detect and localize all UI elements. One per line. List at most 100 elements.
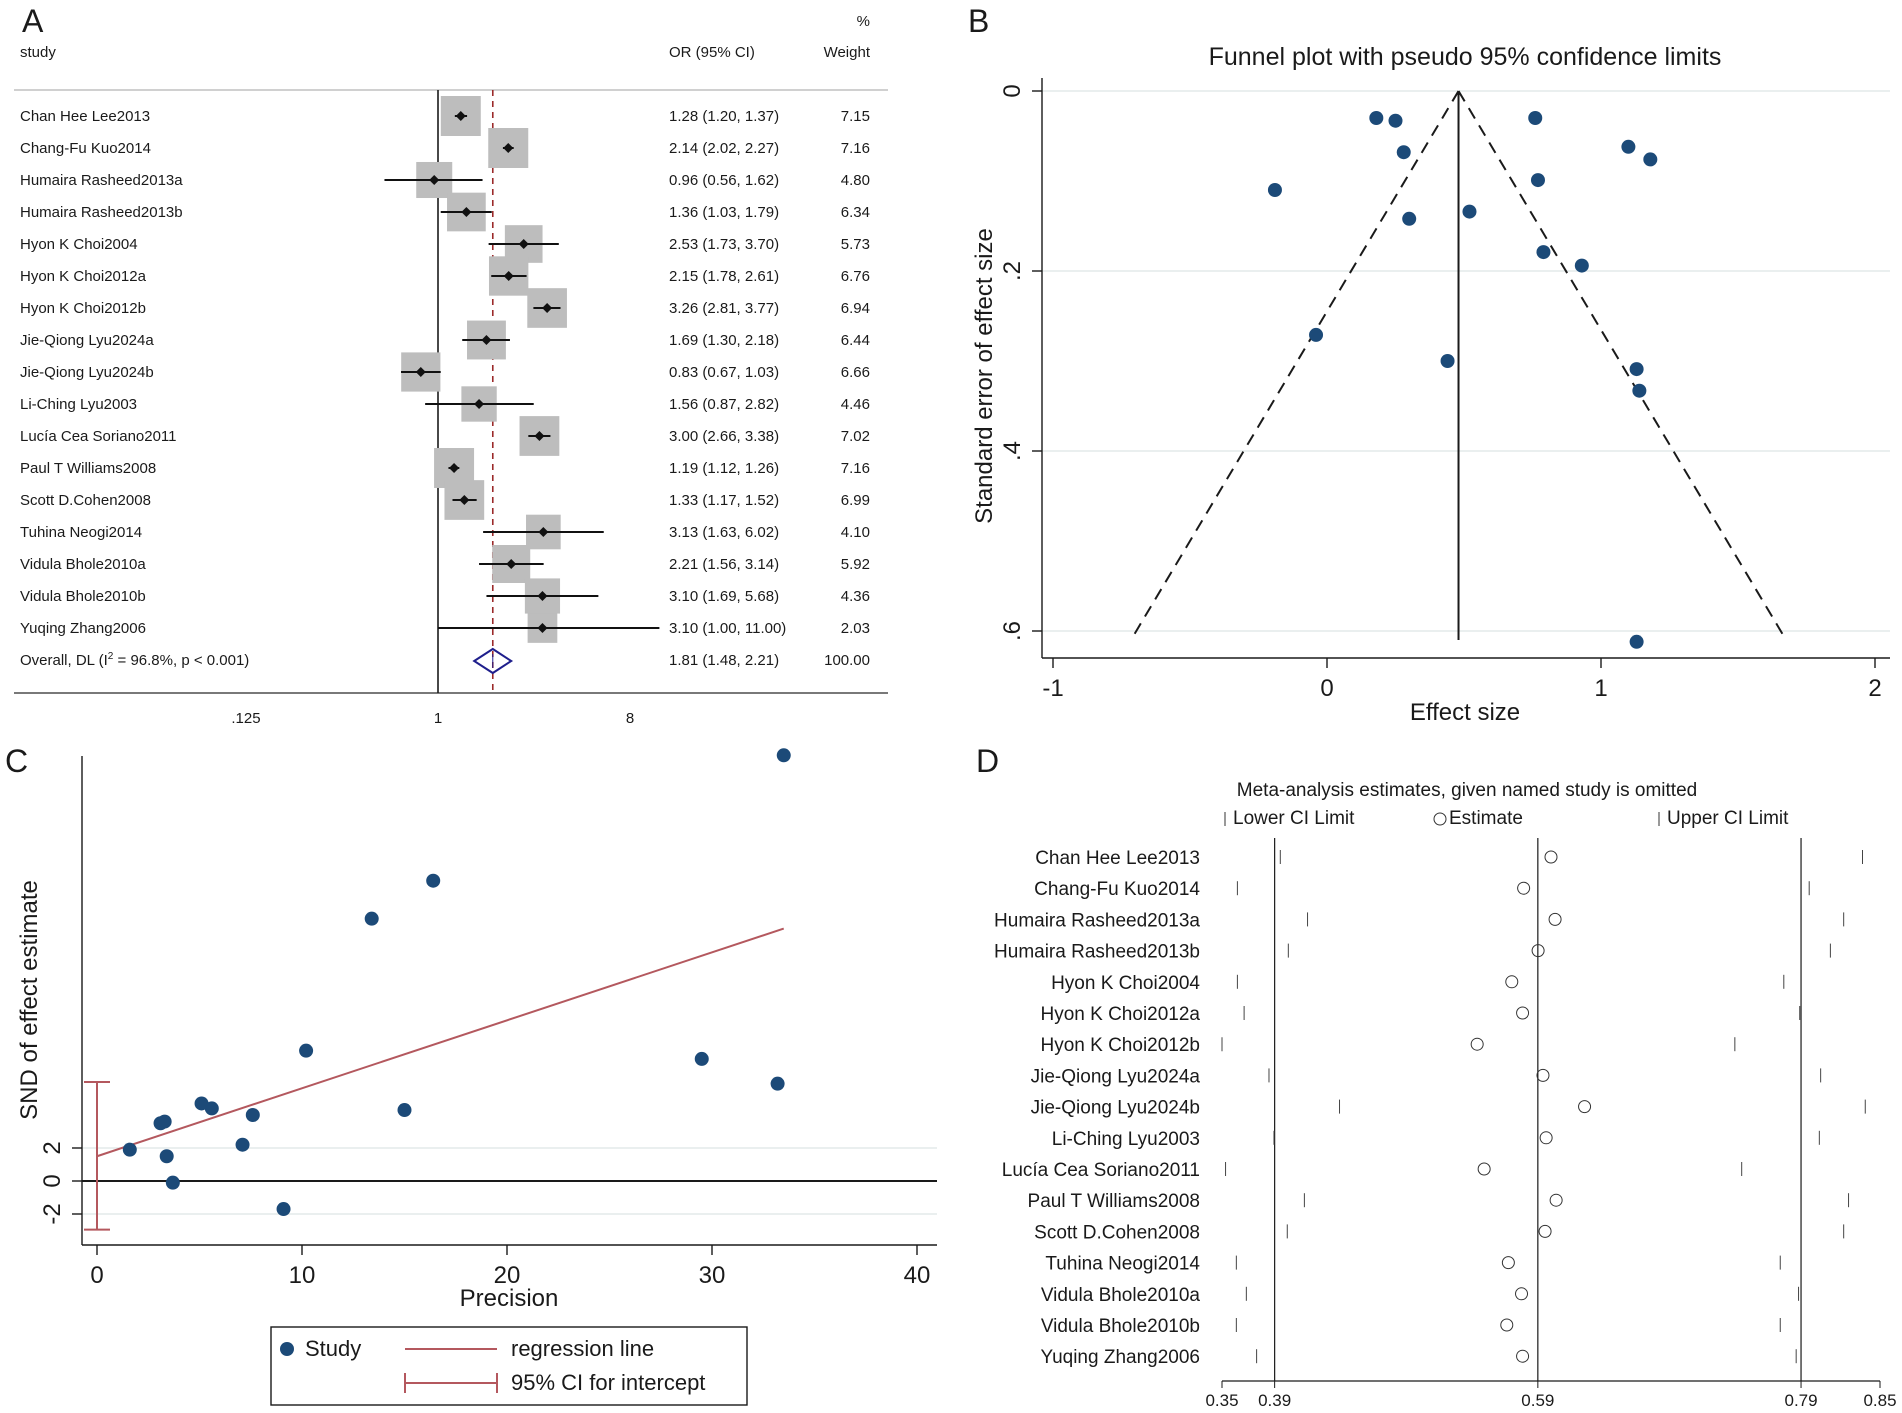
influence-estimate-mark (1544, 850, 1558, 864)
forest-row: Hyon K Choi2004 2.53 (1.73, 3.70) 5.73 (20, 225, 870, 263)
forest-row: Lucía Cea Soriano2011 3.00 (2.66, 3.38) 7.… (20, 416, 870, 456)
forest-ci-text: 3.00 (2.66, 3.38) (669, 428, 779, 445)
egger-study-point (770, 1076, 785, 1091)
influence-estimate-mark (1548, 912, 1562, 926)
influence-row: Jie-Qiong Lyu2024b (1031, 1098, 1866, 1119)
influence-study-name: Hyon K Choi2004 (1051, 973, 1200, 994)
forest-weight-text: 6.66 (841, 364, 870, 381)
forest-ci-text: 1.33 (1.17, 1.52) (669, 492, 779, 509)
influence-estimate-mark (1516, 1349, 1530, 1363)
panel-label-b: B (968, 3, 989, 39)
influence-row: Scott D.Cohen2008 (1034, 1222, 1845, 1243)
forest-study-name: Li-Ching Lyu2003 (20, 396, 137, 413)
forest-weight-text: 2.03 (841, 620, 870, 637)
forest-weight-text: 7.16 (841, 140, 870, 157)
forest-point-estimate (429, 175, 440, 185)
funnel-y-tick-label: .6 (999, 621, 1026, 641)
funnel-right-limit (1457, 90, 1787, 641)
influence-study-name: Humaira Rasheed2013b (994, 942, 1200, 963)
influence-study-name: Chang-Fu Kuo2014 (1034, 879, 1200, 900)
influence-study-name: Jie-Qiong Lyu2024a (1031, 1066, 1201, 1087)
funnel-study-point (1530, 173, 1545, 188)
forest-point-estimate (506, 559, 517, 569)
funnel-study-point (1396, 145, 1411, 160)
egger-x-tick-label: 30 (699, 1262, 726, 1289)
funnel-left-limit (1130, 90, 1460, 641)
egger-y-tick-label: -2 (39, 1203, 66, 1224)
forest-study-name: Jie-Qiong Lyu2024a (20, 332, 154, 349)
forest-row: Tuhina Neogi2014 3.13 (1.63, 6.02) 4.10 (20, 514, 870, 550)
influence-study-name: Lucía Cea Soriano2011 (1002, 1160, 1200, 1181)
forest-ci-text: 2.15 (1.78, 2.61) (669, 268, 779, 285)
legend-ci-swatch (404, 1373, 498, 1393)
forest-weight-text: 7.16 (841, 460, 870, 477)
influence-estimate-mark (1501, 1256, 1515, 1270)
influence-study-name: Chan Hee Lee2013 (1035, 848, 1200, 869)
forest-header-weight: Weight (824, 44, 871, 61)
influence-estimate-mark (1517, 881, 1531, 895)
funnel-study-point (1440, 354, 1455, 368)
forest-header-or: OR (95% CI) (669, 44, 755, 61)
forest-ci-text: 3.13 (1.63, 6.02) (669, 524, 779, 541)
forest-point-estimate (542, 303, 553, 313)
influence-x-tick-label: 0.39 (1258, 1391, 1291, 1410)
forest-study-name: Chang-Fu Kuo2014 (20, 140, 151, 157)
influence-estimate-mark (1515, 1287, 1529, 1301)
egger-study-point (122, 1142, 137, 1157)
funnel-study-point (1402, 211, 1417, 226)
forest-header-pct: % (857, 13, 870, 30)
influence-estimate-mark (1500, 1318, 1514, 1332)
funnel-study-point (1621, 139, 1636, 154)
forest-weight-text: 6.94 (841, 300, 870, 317)
funnel-study-point (1267, 183, 1282, 197)
forest-overall-row: Overall, DL (I2 = 96.8%, p < 0.001) 1.81… (20, 647, 870, 675)
funnel-study-point (1462, 204, 1477, 219)
egger-y-tick-label: 2 (39, 1141, 66, 1154)
forest-point-estimate (537, 591, 548, 601)
egger-legend-box (270, 1326, 748, 1406)
egger-study-point (165, 1175, 180, 1190)
forest-ci-text: 1.69 (1.30, 2.18) (669, 332, 779, 349)
funnel-y-label: Standard error of effect size (971, 228, 998, 524)
forest-point-estimate (534, 431, 545, 441)
forest-x-tick-label: .125 (231, 710, 260, 727)
influence-study-name: Tuhina Neogi2014 (1045, 1254, 1200, 1275)
egger-x-tick-label: 10 (289, 1262, 316, 1289)
influence-estimate-mark (1539, 1131, 1553, 1145)
forest-overall-ci: 1.81 (1.48, 2.21) (669, 652, 779, 669)
forest-row: Chang-Fu Kuo2014 2.14 (2.02, 2.27) 7.16 (20, 128, 870, 168)
forest-point-estimate (518, 239, 529, 249)
forest-ci-text: 3.10 (1.69, 5.68) (669, 588, 779, 605)
funnel-study-point (1632, 383, 1647, 398)
forest-ci-text: 2.21 (1.56, 3.14) (669, 556, 779, 573)
egger-x-tick-label: 20 (494, 1262, 521, 1289)
influence-row: Vidula Bhole2010b (1041, 1316, 1781, 1337)
legend-study-label: Study (305, 1336, 361, 1361)
egger-legend: Study regression line 95% CI for interce… (270, 1326, 748, 1406)
egger-study-point (157, 1114, 172, 1129)
forest-weight-text: 4.36 (841, 588, 870, 605)
influence-estimate-mark (1549, 1193, 1563, 1207)
forest-point-estimate (459, 495, 470, 505)
forest-study-name: Hyon K Choi2012a (20, 268, 147, 285)
egger-study-point (776, 748, 791, 763)
forest-row: Humaira Rasheed2013b 1.36 (1.03, 1.79) 6.3… (20, 192, 870, 232)
forest-ci-text: 0.83 (0.67, 1.03) (669, 364, 779, 381)
forest-row: Li-Ching Lyu2003 1.56 (0.87, 2.82) 4.46 (20, 386, 870, 422)
forest-study-name: Vidula Bhole2010b (20, 588, 146, 605)
forest-row: Humaira Rasheed2013a 0.96 (0.56, 1.62) 4.8… (20, 161, 870, 199)
forest-weight-text: 5.73 (841, 236, 870, 253)
forest-ci-text: 1.28 (1.20, 1.37) (669, 108, 779, 125)
forest-overall-label: Overall, DL (I2 = 96.8%, p < 0.001) (20, 651, 249, 669)
influence-estimate-mark (1536, 1068, 1550, 1082)
funnel-y-tick-label: 0 (999, 84, 1026, 97)
forest-row: Jie-Qiong Lyu2024b 0.83 (0.67, 1.03) 6.66 (20, 352, 870, 392)
forest-x-tick-label: 8 (626, 710, 634, 727)
influence-row: Li-Ching Lyu2003 (1052, 1129, 1820, 1150)
forest-weight-text: 6.44 (841, 332, 870, 349)
forest-weight-text: 6.99 (841, 492, 870, 509)
forest-study-name: Scott D.Cohen2008 (20, 492, 151, 509)
influence-row: Hyon K Choi2012b (1041, 1035, 1736, 1056)
forest-ci-text: 1.56 (0.87, 2.82) (669, 396, 779, 413)
